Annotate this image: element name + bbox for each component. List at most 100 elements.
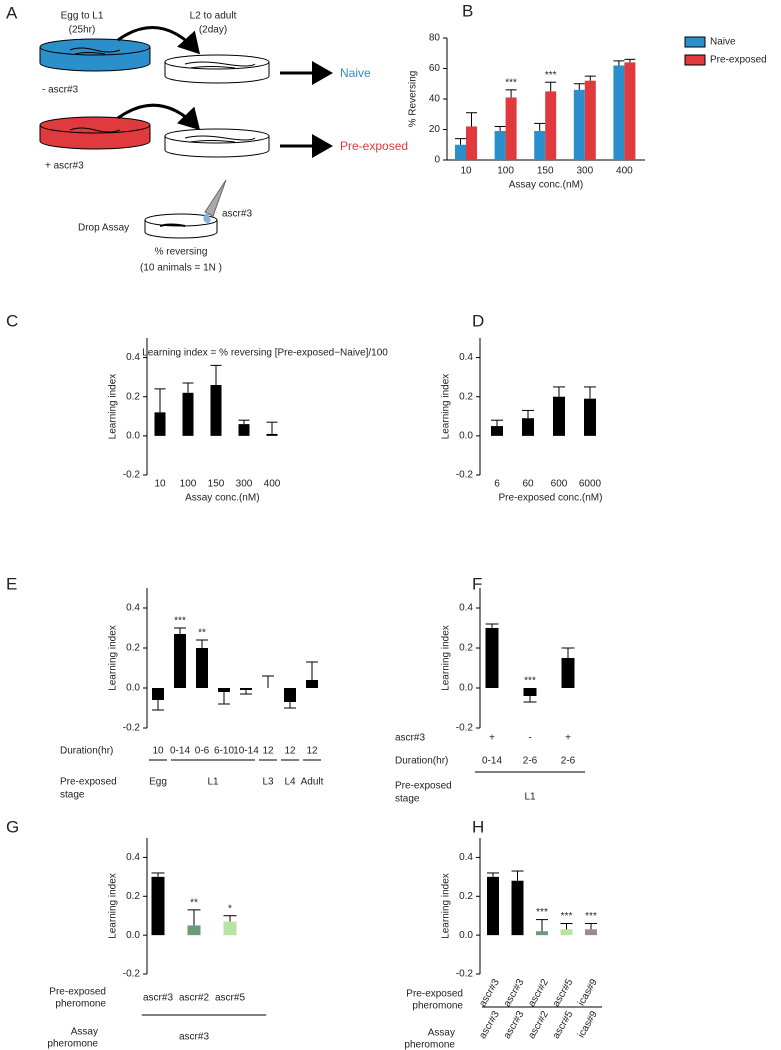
row-label: ascr#3 [395, 733, 425, 744]
x-tick-label: 100 [497, 166, 514, 177]
y-tick-label: 0.0 [459, 683, 473, 694]
panel-label: A [6, 3, 18, 22]
row-title: pheromone [47, 1039, 98, 1050]
row-cell: 2-6 [523, 756, 538, 767]
y-tick-label: 0.4 [126, 603, 140, 614]
bar [494, 131, 506, 160]
bar [152, 688, 164, 700]
y-tick-label: -0.2 [123, 723, 141, 734]
dish [39, 116, 151, 134]
x-tick-label: 300 [576, 166, 593, 177]
significance: *** [561, 911, 573, 922]
y-tick-label: 60 [429, 63, 441, 74]
group-label: Adult [301, 777, 324, 788]
assay-label: Drop Assay [78, 223, 129, 234]
worms [69, 47, 121, 55]
bar [522, 418, 534, 436]
row-title: Pre-exposed [406, 989, 463, 1000]
y-tick-label: 0.2 [459, 391, 473, 402]
row-title: pheromone [55, 999, 106, 1010]
category-label: icas#9 [576, 977, 600, 1008]
category-label: ascr#5 [215, 993, 245, 1004]
dish [39, 38, 151, 56]
y-tick-label: 20 [429, 124, 441, 135]
bar [284, 688, 296, 702]
row-label: Duration(hr) [395, 756, 448, 767]
bar [182, 392, 194, 436]
bar [505, 97, 517, 160]
bar [573, 89, 585, 160]
group-title: stage [395, 794, 420, 805]
bar [174, 634, 186, 688]
category-label: 0-14 [170, 746, 190, 757]
row-label: Duration(hr) [60, 746, 113, 757]
significance: *** [585, 911, 597, 922]
bar [560, 929, 573, 936]
y-axis-label: % Reversing [408, 71, 419, 128]
panel-label: C [6, 311, 18, 330]
assay-label: ascr#2 [526, 1009, 551, 1041]
drop [203, 212, 211, 224]
category-label: ascr#2 [526, 977, 551, 1009]
y-tick-label: 0.0 [126, 930, 140, 941]
bar [210, 384, 222, 436]
row-title: Assay [428, 1028, 455, 1039]
bar [585, 929, 597, 936]
category-label: 12 [262, 746, 274, 757]
bar [485, 628, 499, 688]
group-label: L4 [284, 777, 296, 788]
pipette [204, 179, 227, 217]
bar [624, 62, 636, 160]
category-label: 12 [306, 746, 318, 757]
y-tick-label: 0.4 [459, 852, 473, 863]
y-tick-label: 0.2 [126, 891, 140, 902]
bar [545, 91, 557, 160]
assay-label: ascr#5 [551, 1009, 576, 1041]
worms [69, 127, 121, 133]
y-tick-label: -0.2 [456, 470, 474, 481]
bar [534, 131, 546, 160]
bar [584, 398, 596, 436]
significance: * [228, 903, 232, 914]
group-title: stage [60, 790, 85, 801]
step-label: L2 to adult [190, 11, 237, 22]
group-label: Egg [149, 777, 167, 788]
category-label: 0-6 [195, 746, 210, 757]
bar [536, 931, 548, 936]
panel-label: F [472, 574, 482, 593]
row-cell: 2-6 [561, 756, 576, 767]
legend-swatch [684, 36, 706, 48]
y-tick-label: -0.2 [123, 969, 141, 980]
condition-label: - ascr#3 [42, 85, 79, 96]
x-axis-label: Assay conc.(nM) [185, 493, 259, 504]
row-cell: 0-14 [482, 756, 502, 767]
y-tick-label: -0.2 [123, 470, 141, 481]
panel-label: B [462, 1, 473, 20]
step-label: (25hr) [69, 25, 96, 36]
y-tick-label: 0.0 [459, 930, 473, 941]
y-tick-label: 0.4 [126, 852, 140, 863]
x-tick-label: 400 [616, 166, 633, 177]
y-axis-label: Learning index [441, 873, 452, 939]
row-title: pheromone [412, 1001, 463, 1012]
significance: *** [524, 676, 536, 687]
group-label: L3 [262, 777, 274, 788]
bar [266, 433, 278, 436]
x-tick-label: 60 [522, 479, 534, 490]
category-label: ascr#2 [179, 993, 209, 1004]
row-title: Pre-exposed [49, 987, 106, 998]
x-tick-label: 150 [537, 166, 554, 177]
y-axis-label: Learning index [441, 374, 452, 440]
chart-title: Learning index = % reversing [Pre-expose… [142, 348, 388, 359]
bar [553, 396, 565, 436]
y-tick-label: -0.2 [456, 723, 474, 734]
row-cell: + [565, 733, 571, 744]
bar [240, 688, 252, 690]
x-axis-label: Pre-exposed conc.(nM) [499, 493, 603, 504]
bar [455, 144, 466, 160]
significance: ** [198, 628, 206, 639]
y-tick-label: 0.0 [126, 430, 140, 441]
bar [487, 876, 499, 936]
assay-note: % reversing [155, 247, 208, 258]
bar [306, 680, 318, 688]
